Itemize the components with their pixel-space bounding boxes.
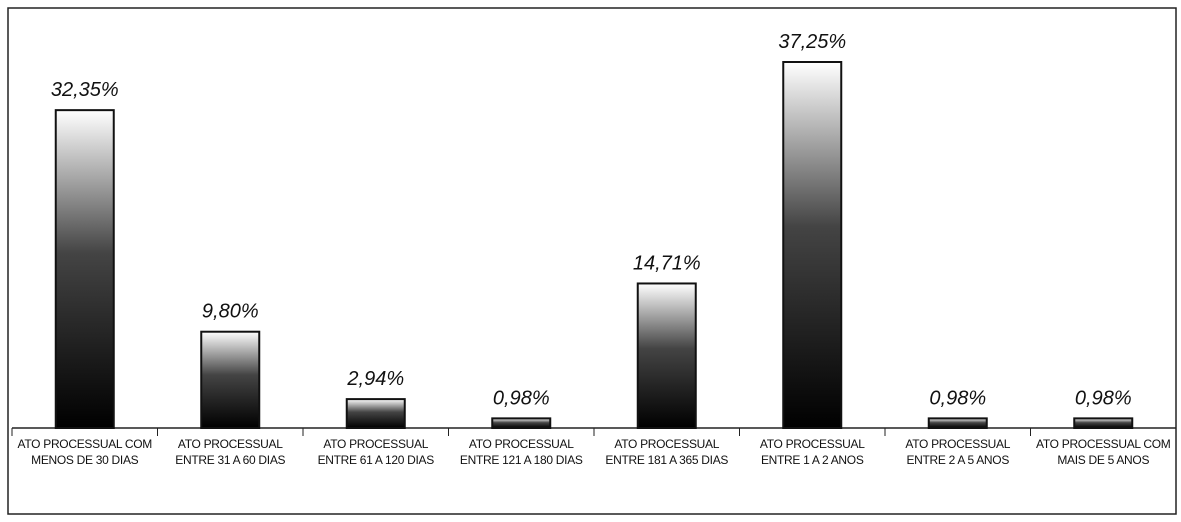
x-tick-label: ATO PROCESSUAL ENTRE 121 A 180 DIAS — [459, 437, 583, 467]
value-label: 37,25% — [778, 31, 846, 53]
x-tick-label: ATO PROCESSUAL ENTRE 1 A 2 ANOS — [759, 437, 865, 467]
bar — [54, 109, 115, 430]
frame — [7, 7, 1177, 515]
value-label: 0,98% — [929, 387, 986, 409]
bar — [1073, 417, 1134, 429]
x-tick-label: ATO PROCESSUAL COM MENOS DE 30 DIAS — [17, 437, 153, 467]
value-label: 2,94% — [346, 368, 404, 390]
x-tick-label: ATO PROCESSUAL ENTRE 31 A 60 DIAS — [175, 437, 286, 467]
bar — [345, 398, 406, 429]
value-label: 9,80% — [202, 301, 259, 323]
x-tick-label: ATO PROCESSUAL COM MAIS DE 5 ANOS — [1036, 437, 1171, 467]
value-label: 14,71% — [633, 252, 701, 274]
value-label: 32,35% — [51, 79, 119, 101]
x-tick-label: ATO PROCESSUAL ENTRE 2 A 5 ANOS — [905, 437, 1011, 467]
bar — [200, 330, 261, 429]
value-label: 0,98% — [1075, 387, 1132, 409]
bar — [491, 417, 552, 429]
value-label: 0,98% — [493, 387, 550, 409]
bar — [782, 61, 843, 429]
x-tick-label: ATO PROCESSUAL ENTRE 181 A 365 DIAS — [605, 437, 729, 467]
bar — [636, 282, 697, 430]
bar — [927, 417, 988, 429]
x-tick-label: ATO PROCESSUAL ENTRE 61 A 120 DIAS — [317, 437, 435, 467]
